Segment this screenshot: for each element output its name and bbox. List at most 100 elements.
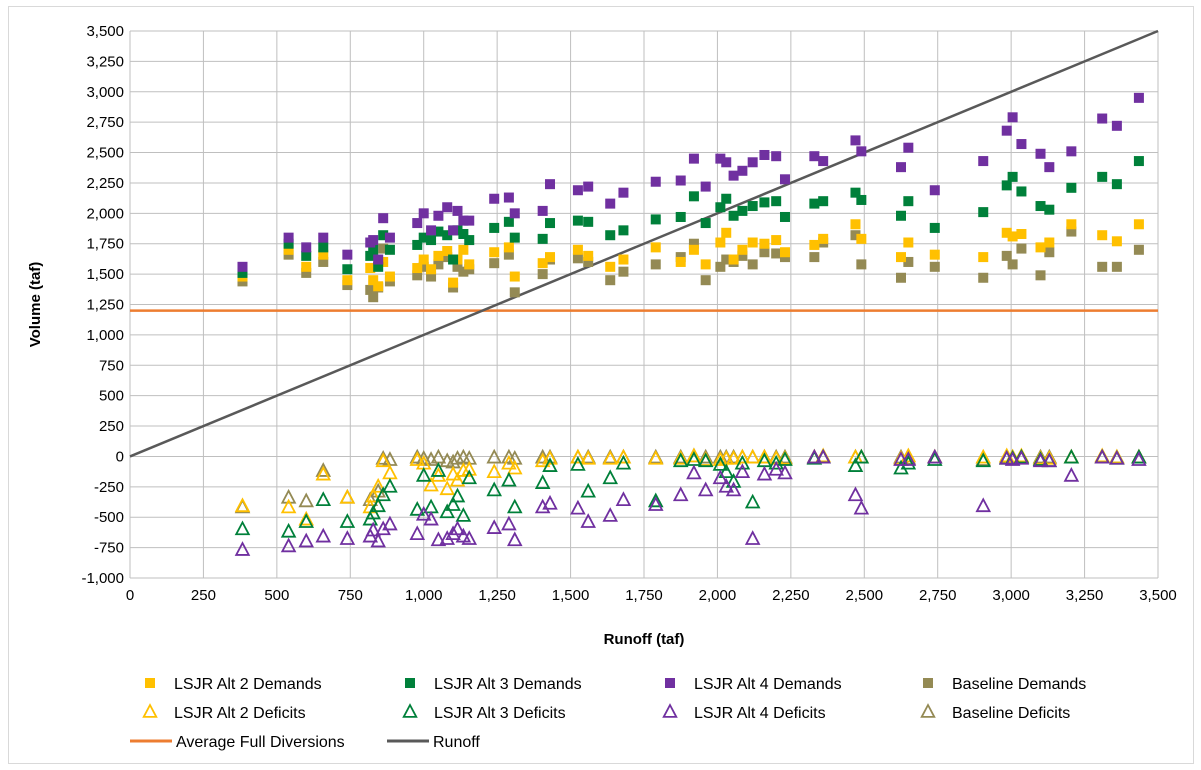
chart-frame: [8, 6, 1194, 764]
point-lsjr-alt-3-demands: [688, 191, 699, 202]
point-baseline-deficits: [315, 462, 332, 477]
y-tick-label: 3,000: [86, 84, 124, 101]
point-lsjr-alt-4-demands: [489, 193, 500, 204]
point-lsjr-alt-2-demands: [509, 271, 520, 282]
point-baseline-deficits: [486, 448, 503, 464]
x-tick-label: 3,250: [1066, 587, 1104, 604]
point-lsjr-alt-3-demands: [809, 198, 820, 209]
point-lsjr-alt-3-demands: [545, 218, 556, 229]
x-tick-label: 1,250: [478, 587, 516, 604]
y-tick-label: -500: [94, 509, 124, 526]
point-lsjr-alt-4-deficits: [409, 525, 426, 541]
point-lsjr-alt-4-deficits: [570, 499, 586, 515]
point-lsjr-alt-3-demands: [1111, 179, 1122, 190]
point-baseline-demands: [759, 247, 770, 258]
point-lsjr-alt-4-deficits: [298, 532, 315, 548]
point-lsjr-alt-3-demands: [1007, 171, 1018, 182]
point-lsjr-alt-3-demands: [700, 218, 711, 229]
point-lsjr-alt-2-demands: [283, 244, 294, 255]
point-lsjr-alt-3-demands: [618, 225, 629, 236]
point-lsjr-alt-2-deficits: [580, 449, 596, 465]
point-lsjr-alt-4-demands: [373, 254, 384, 265]
point-lsjr-alt-3-deficits: [339, 513, 356, 528]
point-lsjr-alt-3-demands: [1044, 204, 1055, 215]
y-tick-label: 2,250: [86, 175, 124, 192]
point-lsjr-alt-4-demands: [1016, 139, 1027, 150]
point-lsjr-alt-3-deficits: [718, 463, 735, 479]
point-lsjr-alt-4-demands: [1133, 92, 1144, 103]
point-lsjr-alt-4-demands: [929, 185, 940, 196]
point-lsjr-alt-4-deficits: [734, 463, 751, 479]
legend-label-lsjr-alt-3-demands: LSJR Alt 3 Demands: [434, 676, 582, 693]
point-lsjr-alt-3-demands: [368, 244, 379, 255]
point-baseline-demands: [583, 256, 594, 267]
point-lsjr-alt-3-deficits: [455, 507, 472, 522]
point-baseline-demands: [1007, 259, 1018, 270]
x-tick-label: 2,250: [772, 587, 810, 604]
legend-swatch-baseline-demands: [923, 678, 933, 688]
point-lsjr-alt-4-deficits: [1004, 451, 1021, 466]
point-lsjr-alt-4-demands: [448, 225, 459, 236]
point-baseline-demands: [418, 261, 429, 272]
point-lsjr-alt-3-demands: [583, 216, 594, 227]
point-baseline-deficits: [280, 488, 297, 504]
point-lsjr-alt-3-deficits: [280, 522, 297, 538]
point-lsjr-alt-2-deficits: [430, 466, 447, 482]
point-baseline-demands: [1066, 226, 1077, 237]
point-lsjr-alt-4-demands: [618, 187, 629, 198]
point-lsjr-alt-4-demands: [442, 202, 453, 213]
point-lsjr-alt-3-deficits: [615, 454, 632, 470]
point-lsjr-alt-3-demands: [1097, 171, 1108, 182]
point-lsjr-alt-2-demands: [373, 281, 384, 292]
y-tick-label: 1,250: [86, 297, 124, 314]
point-lsjr-alt-4-deficits: [647, 496, 664, 511]
point-lsjr-alt-4-demands: [412, 218, 423, 229]
point-lsjr-alt-4-demands: [650, 176, 661, 187]
point-lsjr-alt-4-demands: [509, 208, 520, 219]
point-lsjr-alt-2-demands: [1035, 242, 1046, 253]
reference-lines: [129, 29, 1159, 458]
point-lsjr-alt-4-demands: [978, 156, 989, 167]
point-lsjr-alt-2-demands: [489, 247, 500, 258]
point-lsjr-alt-3-demands: [1066, 182, 1077, 193]
x-tick-label: 3,500: [1139, 587, 1177, 604]
point-lsjr-alt-3-demands: [1133, 156, 1144, 167]
point-lsjr-alt-2-demands: [368, 275, 379, 286]
point-lsjr-alt-2-deficits: [280, 498, 297, 514]
point-lsjr-alt-3-demands: [715, 202, 726, 213]
legend: LSJR Alt 2 Demands LSJR Alt 3 Demands LSJR…: [130, 676, 1086, 751]
point-lsjr-alt-4-deficits: [893, 451, 909, 466]
point-lsjr-alt-3-demands: [675, 211, 686, 222]
point-lsjr-alt-3-demands: [426, 235, 437, 246]
point-lsjr-alt-2-deficits: [409, 451, 426, 466]
point-lsjr-alt-3-deficits: [734, 454, 751, 470]
point-lsjr-alt-4-demands: [675, 175, 686, 186]
point-lsjr-alt-4-demands: [721, 157, 732, 168]
point-baseline-demands: [1111, 261, 1122, 272]
y-tick-label: -1,000: [81, 570, 124, 587]
point-lsjr-alt-4-deficits: [486, 519, 503, 534]
point-lsjr-alt-2-deficits: [744, 448, 761, 464]
point-lsjr-alt-4-demands: [688, 153, 699, 164]
point-baseline-demands: [771, 248, 782, 259]
point-lsjr-alt-2-demands: [737, 244, 748, 255]
point-lsjr-alt-4-deficits: [1094, 448, 1110, 464]
point-lsjr-alt-2-deficits: [1041, 449, 1058, 465]
point-lsjr-alt-3-demands: [448, 254, 459, 265]
point-lsjr-alt-4-deficits: [1041, 452, 1058, 468]
point-baseline-demands: [809, 252, 820, 263]
point-lsjr-alt-3-demands: [903, 196, 914, 207]
point-lsjr-alt-4-deficits: [768, 460, 784, 476]
x-axis-title: Runoff (taf): [604, 631, 685, 648]
point-baseline-demands: [737, 250, 748, 261]
x-tick-label: 500: [264, 587, 289, 604]
point-lsjr-alt-3-demands: [721, 193, 732, 204]
point-lsjr-alt-4-deficits: [847, 486, 864, 502]
point-lsjr-alt-2-demands: [503, 242, 514, 253]
point-lsjr-alt-2-deficits: [975, 448, 992, 464]
point-lsjr-alt-2-demands: [818, 233, 829, 244]
point-lsjr-alt-2-deficits: [734, 448, 751, 464]
legend-label-lsjr-alt-3-deficits: LSJR Alt 3 Deficits: [434, 705, 566, 722]
point-lsjr-alt-2-deficits: [370, 477, 386, 493]
